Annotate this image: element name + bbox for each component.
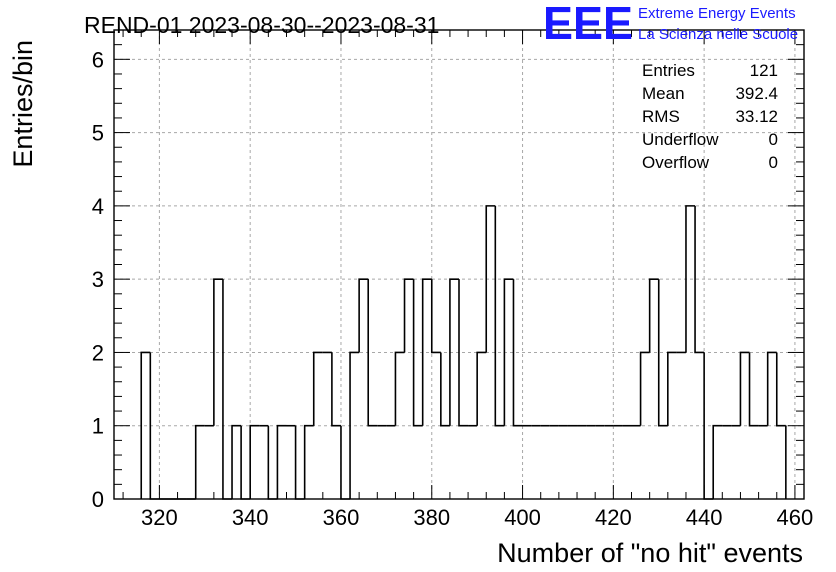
x-tick-label: 380	[413, 505, 450, 530]
histogram-bin	[240, 425, 251, 500]
histogram-bin	[312, 351, 323, 426]
histogram-bin	[140, 351, 151, 499]
histogram-bin	[766, 351, 777, 426]
chart-title: REND-01 2023-08-30--2023-08-31	[84, 12, 439, 38]
histogram-bin	[667, 351, 677, 426]
histogram-bin	[449, 278, 459, 426]
histogram-bin	[349, 351, 360, 499]
histogram-bin	[694, 205, 705, 354]
x-tick-label: 360	[323, 505, 360, 530]
histogram-bin	[249, 424, 260, 499]
histogram-bin	[512, 279, 523, 427]
y-tick-label: 0	[92, 487, 104, 512]
x-tick-label: 320	[141, 505, 178, 530]
axis-ticks	[114, 29, 804, 500]
histogram-bin	[367, 279, 378, 427]
x-tick-label: 460	[777, 505, 814, 530]
x-tick-label: 340	[232, 505, 269, 530]
x-tick-label: 420	[595, 505, 632, 530]
y-tick-label: 1	[92, 414, 104, 439]
x-axis-title: Number of "no hit" events	[497, 538, 803, 568]
y-axis-title: Entries/bin	[8, 40, 38, 168]
y-tick-label: 3	[92, 267, 104, 292]
histogram-bin	[476, 351, 487, 426]
stats-label: Underflow	[642, 130, 719, 149]
histogram-bin	[639, 351, 650, 426]
histogram-bin	[748, 352, 759, 427]
logo-line-2: La Scienza nelle Scuole	[638, 26, 798, 43]
x-tick-label: 440	[686, 505, 723, 530]
histogram-bin	[394, 351, 405, 426]
histogram-bin	[685, 205, 696, 353]
histogram-bin	[657, 279, 668, 427]
histogram-bin	[458, 279, 469, 427]
stats-value: 33.12	[735, 107, 778, 126]
plot-frame	[113, 29, 805, 500]
stats-box: Entries 121 Mean 392.4 RMS 33.12 Underflow 0 Ove…	[642, 61, 778, 172]
stats-value: 0	[769, 153, 778, 172]
histogram-bin	[775, 352, 786, 427]
y-tick-label: 6	[92, 47, 104, 72]
histogram-bin	[213, 278, 223, 426]
y-tick-label: 2	[92, 340, 104, 365]
histogram-bin	[440, 352, 450, 427]
logo-mark: EEE	[543, 0, 633, 49]
histogram-bin	[340, 425, 351, 500]
tick-labels: 320 340 360 380 400 420 440 460 0 1 2 3 4 5 6	[92, 47, 814, 530]
histogram-bin	[430, 279, 441, 354]
histogram-bin	[231, 424, 242, 499]
histogram-bin	[222, 279, 233, 500]
histogram-bin	[712, 424, 723, 499]
stats-value: 121	[750, 61, 778, 80]
x-tick-label: 400	[504, 505, 541, 530]
histogram-bin	[485, 205, 496, 353]
eee-logo: EEE Extreme Energy Events La Scienza nel…	[543, 0, 798, 49]
histogram-bin	[358, 278, 369, 353]
histogram-bin	[403, 278, 414, 353]
histogram-bin	[331, 352, 341, 427]
histogram-bin	[648, 278, 659, 353]
stats-value: 0	[769, 130, 778, 149]
histogram-bin	[267, 425, 278, 500]
histogram-bin	[503, 278, 514, 426]
histogram-bin	[194, 424, 205, 499]
stats-value: 392.4	[735, 84, 778, 103]
histogram-bin	[303, 424, 314, 499]
stats-label: Mean	[642, 84, 685, 103]
stats-label: RMS	[642, 107, 680, 126]
logo-line-1: Extreme Energy Events	[638, 5, 796, 22]
histogram-bin	[494, 205, 505, 427]
y-tick-label: 4	[92, 194, 104, 219]
histogram-bin	[276, 424, 287, 499]
y-tick-label: 5	[92, 121, 104, 146]
grid-lines	[114, 30, 804, 499]
histogram-bin	[739, 351, 750, 426]
histogram-bin	[294, 425, 305, 500]
histogram-bin	[421, 278, 432, 426]
histogram-bin	[412, 279, 423, 427]
stats-label: Entries	[642, 61, 695, 80]
stats-label: Overflow	[642, 153, 710, 172]
